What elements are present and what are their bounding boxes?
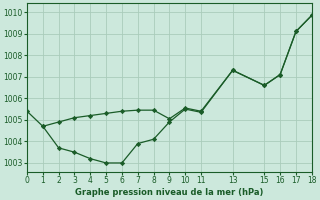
X-axis label: Graphe pression niveau de la mer (hPa): Graphe pression niveau de la mer (hPa) [75, 188, 264, 197]
